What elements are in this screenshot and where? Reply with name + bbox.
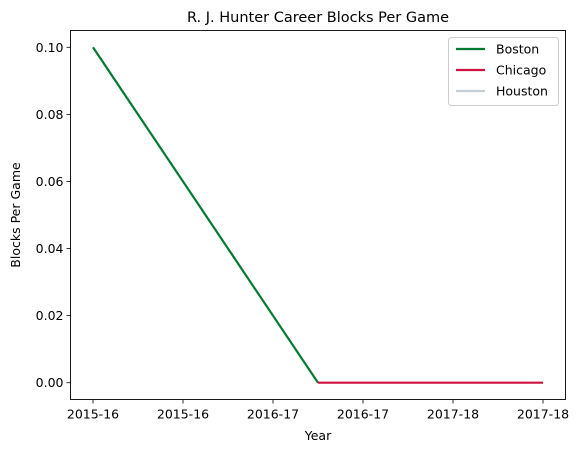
y-tick-label: 0.04 bbox=[36, 241, 64, 256]
plot-frame bbox=[70, 30, 566, 400]
y-tick-label: 0.00 bbox=[36, 375, 64, 390]
y-tick-label: 0.02 bbox=[36, 308, 64, 323]
x-tick-label: 2016-17 bbox=[247, 407, 299, 422]
series-line-boston bbox=[92, 46, 319, 384]
x-axis-label: Year bbox=[304, 428, 332, 443]
series-layer bbox=[92, 46, 543, 384]
y-tick-label: 0.10 bbox=[36, 40, 64, 55]
x-tick-label: 2017-18 bbox=[427, 407, 479, 422]
x-tick-label: 2015-16 bbox=[67, 407, 119, 422]
y-axis-ticks: 0.00 0.02 0.04 0.06 0.08 0.10 bbox=[36, 40, 71, 390]
legend-label-chicago: Chicago bbox=[496, 63, 546, 78]
legend-label-houston: Houston bbox=[496, 84, 548, 99]
y-axis-label: Blocks Per Game bbox=[8, 162, 23, 268]
x-axis-ticks: 2015-16 2015-16 2016-17 2016-17 2017-18 2017-… bbox=[67, 399, 569, 422]
y-tick-label: 0.06 bbox=[36, 174, 64, 189]
legend: Boston Chicago Houston bbox=[448, 37, 559, 106]
chart-title: R. J. Hunter Career Blocks Per Game bbox=[187, 10, 449, 26]
x-tick-label: 2017-18 bbox=[517, 407, 569, 422]
x-tick-label: 2015-16 bbox=[157, 407, 209, 422]
legend-label-boston: Boston bbox=[496, 42, 539, 57]
legend-frame bbox=[448, 37, 559, 106]
y-tick-label: 0.08 bbox=[36, 107, 64, 122]
x-tick-label: 2016-17 bbox=[337, 407, 389, 422]
plot-area: 2015-16 2015-16 2016-17 2016-17 2017-18 2017-… bbox=[36, 30, 569, 422]
